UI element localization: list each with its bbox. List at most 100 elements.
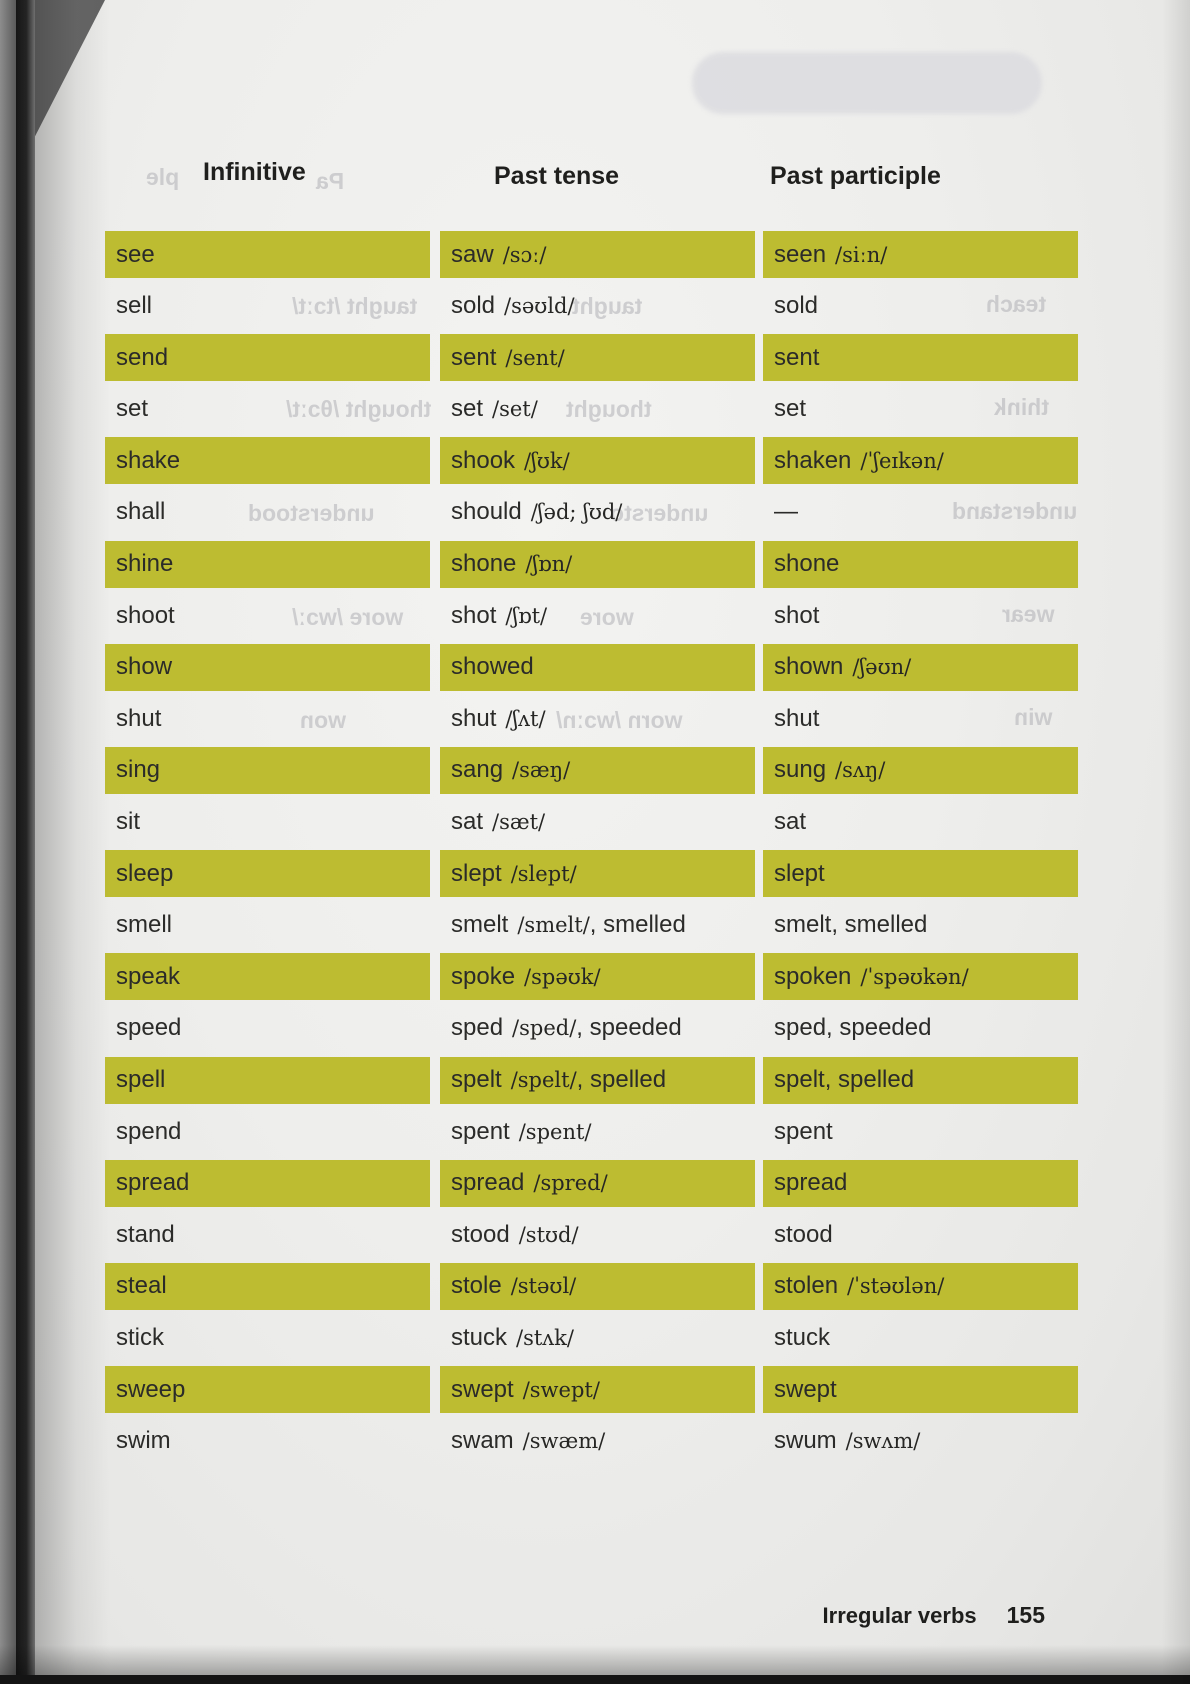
past-tense-word: should bbox=[451, 498, 522, 526]
past-tense-ipa: /ʃɒn/ bbox=[525, 552, 573, 577]
infinitive-word: shine bbox=[116, 550, 174, 578]
table-row: speak spoke /spəʊk/ spoken /ˈspəʊkən/ bbox=[105, 953, 1078, 1005]
column-gap bbox=[430, 1314, 440, 1366]
past-participle-word: stood bbox=[774, 1220, 833, 1248]
column-gap bbox=[755, 953, 763, 1005]
infinitive-cell: set bbox=[105, 386, 430, 433]
past-participle-cell: stuck bbox=[763, 1314, 1078, 1361]
infinitive-cell: sweep bbox=[105, 1366, 430, 1414]
column-gap bbox=[755, 1108, 763, 1160]
past-participle-cell: sent bbox=[763, 334, 1078, 382]
past-tense-word: smelt bbox=[451, 911, 509, 939]
infinitive-cell: stand bbox=[105, 1211, 430, 1258]
past-tense-cell: shut /ʃʌt/ bbox=[440, 695, 755, 742]
book-edge-left bbox=[0, 0, 16, 1684]
infinitive-word: sing bbox=[116, 756, 161, 784]
past-participle-word: shot bbox=[774, 601, 820, 629]
past-participle-cell: sold bbox=[763, 283, 1078, 330]
infinitive-cell: sit bbox=[105, 799, 430, 846]
column-gap bbox=[755, 799, 763, 851]
past-participle-word: spent bbox=[774, 1117, 833, 1145]
infinitive-cell: smell bbox=[105, 902, 430, 949]
past-participle-word: spread bbox=[774, 1169, 848, 1197]
infinitive-word: spread bbox=[116, 1169, 190, 1197]
past-participle-ipa: /ˈstəʊlən/ bbox=[847, 1274, 945, 1299]
column-gap bbox=[430, 747, 440, 799]
past-participle-cell: stood bbox=[763, 1211, 1078, 1258]
past-participle-cell: swum /swʌm/ bbox=[763, 1418, 1078, 1465]
table-row: smell smelt /smelt/ , smelled smelt, sme… bbox=[105, 902, 1078, 954]
past-tense-word: sold bbox=[451, 292, 496, 320]
column-header-past-participle: Past participle bbox=[770, 162, 941, 190]
past-tense-ipa: /ʃɒt/ bbox=[505, 603, 548, 628]
past-tense-ipa: /sped/ bbox=[512, 1016, 577, 1041]
past-tense-ipa: /səʊld/ bbox=[504, 294, 575, 319]
past-participle-word: sat bbox=[774, 808, 807, 836]
column-gap bbox=[755, 1005, 763, 1057]
table-row: spend spent /spent/ spent bbox=[105, 1108, 1078, 1160]
infinitive-word: send bbox=[116, 343, 169, 371]
past-tense-cell: shone /ʃɒn/ bbox=[440, 540, 755, 588]
past-participle-word: slept bbox=[774, 859, 825, 887]
past-participle-cell: — bbox=[763, 489, 1078, 536]
past-tense-word: sang bbox=[451, 756, 504, 784]
table-row: shut shut /ʃʌt/ shut bbox=[105, 695, 1078, 747]
past-tense-ipa: /ʃəd; ʃʊd/ bbox=[530, 500, 623, 525]
book-spine-shadow bbox=[16, 0, 35, 1684]
past-participle-cell: spoken /ˈspəʊkən/ bbox=[763, 953, 1078, 1001]
page-right-shadow bbox=[1162, 0, 1190, 1684]
past-participle-cell: spelt, spelled bbox=[763, 1056, 1078, 1104]
past-tense-ipa: /sent/ bbox=[505, 345, 565, 370]
past-participle-word: smelt, smelled bbox=[774, 911, 928, 939]
column-gap bbox=[430, 1263, 440, 1315]
column-gap bbox=[430, 541, 440, 593]
column-gap bbox=[755, 644, 763, 696]
infinitive-cell: spread bbox=[105, 1159, 430, 1207]
infinitive-word: set bbox=[116, 395, 149, 423]
past-tense-ipa: /smelt/ bbox=[517, 913, 590, 938]
column-gap bbox=[430, 231, 440, 283]
past-tense-word: swam bbox=[451, 1427, 514, 1455]
past-tense-cell: spoke /spəʊk/ bbox=[440, 953, 755, 1001]
past-tense-word: spelt bbox=[451, 1066, 502, 1093]
infinitive-cell: swim bbox=[105, 1418, 430, 1465]
column-gap bbox=[430, 1005, 440, 1057]
past-participle-word: — bbox=[774, 498, 798, 526]
past-participle-ipa: /sʌŋ/ bbox=[835, 758, 886, 783]
past-participle-cell: slept bbox=[763, 850, 1078, 898]
past-tense-cell: saw /sɔː/ bbox=[440, 231, 755, 278]
column-gap bbox=[430, 695, 440, 747]
column-gap bbox=[430, 953, 440, 1005]
infinitive-cell: shine bbox=[105, 540, 430, 588]
table-row: spread spread /spred/ spread bbox=[105, 1159, 1078, 1212]
past-tense-cell: sang /sæŋ/ bbox=[440, 746, 755, 794]
footer-section-label: Irregular verbs bbox=[822, 1603, 977, 1628]
infinitive-cell: sell bbox=[105, 283, 430, 330]
past-participle-word: seen bbox=[774, 240, 827, 268]
past-tense-word: stole bbox=[451, 1272, 502, 1300]
past-tense-cell: swept /swept/ bbox=[440, 1366, 755, 1414]
table-row: spell spelt /spelt/ , spelled spelt, spe… bbox=[105, 1056, 1078, 1109]
infinitive-cell: shake bbox=[105, 437, 430, 485]
past-participle-cell: spent bbox=[763, 1108, 1078, 1155]
past-tense-cell: sold /səʊld/ bbox=[440, 283, 755, 330]
past-tense-cell: set /set/ bbox=[440, 386, 755, 433]
table-row: sit sat /sæt/ sat bbox=[105, 799, 1078, 851]
table-row: set set /set/ set bbox=[105, 386, 1078, 438]
infinitive-word: sleep bbox=[116, 859, 174, 887]
past-participle-word: swum bbox=[774, 1427, 837, 1455]
column-gap bbox=[430, 1418, 440, 1470]
column-gap bbox=[755, 283, 763, 335]
past-participle-word: shown bbox=[774, 653, 844, 681]
infinitive-word: show bbox=[116, 653, 173, 681]
column-gap bbox=[755, 747, 763, 799]
past-tense-cell: stuck /stʌk/ bbox=[440, 1314, 755, 1361]
infinitive-word: stand bbox=[116, 1220, 175, 1248]
infinitive-word: stick bbox=[116, 1323, 164, 1351]
past-tense-cell: smelt /smelt/ , smelled bbox=[440, 902, 755, 949]
past-participle-word: sung bbox=[774, 756, 827, 784]
showthrough-pill bbox=[692, 52, 1042, 114]
past-participle-cell: sung /sʌŋ/ bbox=[763, 746, 1078, 794]
infinitive-cell: send bbox=[105, 334, 430, 382]
past-tense-ipa: /stʊd/ bbox=[518, 1222, 579, 1247]
